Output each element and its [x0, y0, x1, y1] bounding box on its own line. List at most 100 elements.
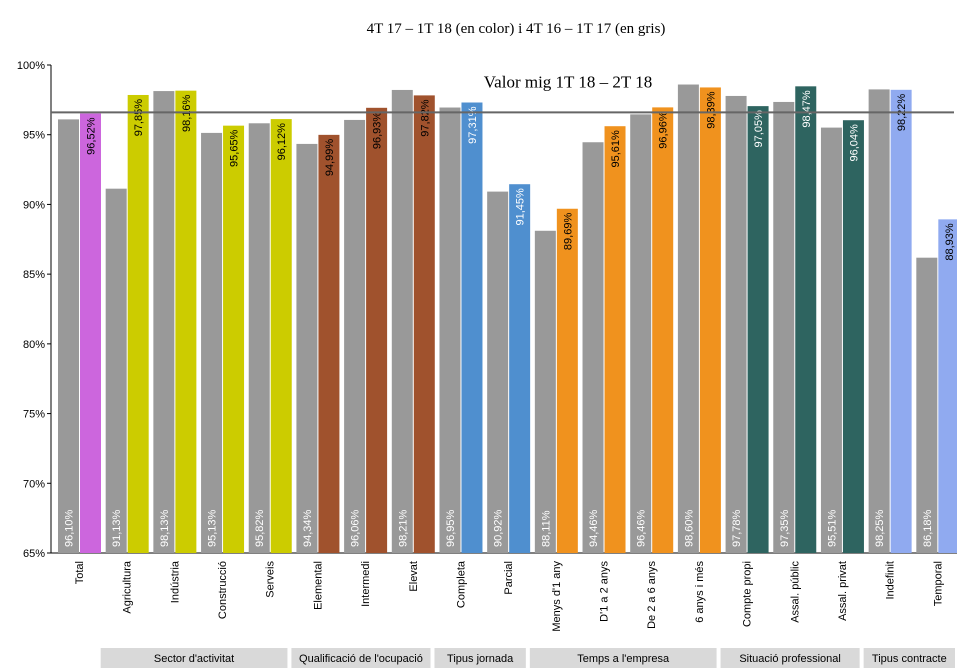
category-label-1: Agricultura — [122, 560, 134, 613]
chart-title: 4T 17 – 1T 18 (en color) i 4T 16 – 1T 17… — [366, 21, 666, 37]
group-box-2 — [434, 648, 526, 668]
bar-color-12 — [652, 107, 674, 553]
data-label-gray-7: 98,21% — [397, 509, 409, 547]
bar-gray-17 — [868, 89, 890, 554]
bar-gray-8 — [439, 107, 461, 554]
bar-gray-1 — [105, 188, 127, 553]
data-label-color-1: 97,85% — [133, 99, 145, 137]
data-label-gray-14: 97,78% — [731, 509, 743, 547]
data-label-color-7: 97,82% — [419, 99, 431, 137]
data-label-gray-15: 97,35% — [779, 509, 791, 547]
category-label-0: Total — [74, 561, 86, 584]
bar-color-2 — [175, 90, 197, 554]
data-label-color-11: 95,61% — [610, 130, 622, 168]
y-tick-label: 80% — [23, 339, 45, 351]
bar-color-10 — [556, 208, 578, 553]
data-label-gray-17: 98,25% — [874, 509, 886, 547]
bar-gray-11 — [582, 142, 604, 554]
data-label-gray-8: 96,95% — [445, 509, 457, 547]
bar-gray-15 — [773, 101, 795, 553]
bar-color-8 — [461, 102, 483, 553]
category-label-13: 6 anys i més — [694, 561, 706, 623]
bar-color-14 — [747, 106, 769, 553]
category-label-9: Parcial — [503, 561, 515, 595]
category-label-6: Intermedi — [360, 561, 372, 607]
bar-gray-12 — [630, 114, 652, 553]
y-tick-label: 85% — [23, 269, 45, 281]
category-label-10: Menys d'1 any — [551, 561, 563, 632]
bar-gray-16 — [820, 127, 842, 554]
bar-gray-5 — [296, 143, 318, 553]
y-tick-label: 90% — [23, 199, 45, 211]
bar-gray-13 — [677, 84, 699, 554]
data-label-color-9: 91,45% — [515, 188, 527, 226]
y-tick-label: 65% — [23, 548, 45, 560]
bar-gray-7 — [391, 89, 413, 554]
data-label-gray-12: 96,46% — [636, 509, 648, 547]
group-label-5: Tipus contracte — [872, 653, 947, 665]
category-label-8: Completa — [455, 560, 467, 608]
category-label-16: Assal. privat — [837, 561, 849, 621]
data-label-color-15: 98,47% — [801, 90, 813, 128]
reference-line-label: Valor mig 1T 18 – 2T 18 — [484, 72, 652, 91]
bar-gray-2 — [153, 91, 175, 553]
bar-gray-4 — [248, 123, 270, 554]
data-label-gray-18: 86,18% — [922, 509, 934, 547]
data-label-color-13: 98,39% — [705, 91, 717, 129]
data-label-color-6: 96,93% — [372, 112, 384, 150]
data-label-gray-9: 90,92% — [493, 509, 505, 547]
bar-gray-14 — [725, 95, 747, 554]
data-label-gray-1: 91,13% — [111, 509, 123, 547]
bar-gray-0 — [58, 119, 79, 554]
data-label-color-16: 96,04% — [848, 124, 860, 162]
category-label-17: Indefinit — [885, 561, 897, 600]
data-label-color-4: 96,12% — [276, 123, 288, 161]
data-label-color-0: 96,52% — [86, 117, 98, 155]
data-label-gray-10: 88,11% — [540, 510, 552, 547]
bar-color-6 — [366, 107, 388, 554]
bar-gray-10 — [534, 230, 556, 553]
category-label-11: D'1 a 2 anys — [599, 561, 611, 622]
bar-color-3 — [223, 125, 245, 553]
bar-gray-9 — [487, 191, 509, 553]
group-label-3: Temps a l'empresa — [577, 653, 670, 665]
bar-color-13 — [699, 87, 721, 553]
bar-color-15 — [795, 86, 817, 553]
bar-gray-3 — [201, 132, 223, 553]
data-label-color-8: 97,31% — [467, 106, 479, 144]
bar-color-1 — [127, 94, 149, 553]
y-tick-label: 100% — [17, 60, 45, 72]
data-label-color-5: 94,99% — [324, 139, 336, 177]
bar-color-4 — [270, 119, 292, 553]
y-tick-label: 70% — [23, 478, 45, 490]
category-label-12: De 2 a 6 anys — [646, 561, 658, 629]
group-label-1: Qualificació de l'ocupació — [299, 653, 423, 665]
data-label-gray-13: 98,60% — [683, 509, 695, 547]
category-label-4: Serveis — [265, 561, 277, 598]
bar-color-0 — [80, 113, 101, 553]
data-label-gray-4: 95,82% — [254, 509, 266, 547]
bar-gray-18 — [916, 257, 938, 553]
group-label-0: Sector d'activitat — [154, 653, 234, 665]
group-box-1 — [291, 648, 431, 668]
category-label-18: Temporal — [932, 561, 944, 606]
data-label-color-14: 97,05% — [753, 110, 765, 148]
bar-color-18 — [938, 219, 957, 554]
group-box-0 — [100, 648, 288, 668]
bar-gray-6 — [344, 119, 366, 553]
bar-color-9 — [509, 184, 531, 553]
category-label-14: Compte propi — [742, 561, 754, 627]
bar-color-5 — [318, 134, 340, 554]
data-label-color-10: 89,69% — [562, 213, 574, 251]
bar-color-7 — [413, 95, 435, 553]
group-label-2: Tipus jornada — [447, 653, 514, 665]
data-label-gray-3: 95,13% — [207, 509, 219, 547]
data-label-gray-16: 95,51% — [826, 509, 838, 547]
category-label-3: Construcció — [217, 561, 229, 619]
data-label-color-12: 96,96% — [658, 111, 670, 149]
group-box-3 — [529, 648, 717, 668]
data-label-gray-0: 96,10% — [64, 509, 76, 547]
y-tick-label: 75% — [23, 409, 45, 421]
data-label-gray-5: 94,34% — [302, 509, 314, 547]
